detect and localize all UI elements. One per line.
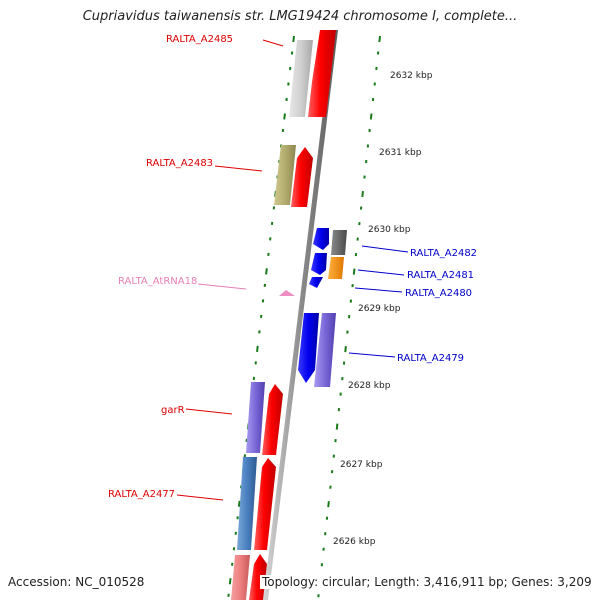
gene-feature	[328, 257, 344, 279]
accession-text: Accession: NC_010528	[8, 575, 145, 589]
tick-mark	[237, 500, 241, 507]
gene-feature	[313, 228, 329, 250]
tick-mark	[378, 35, 381, 43]
gene-feature	[254, 458, 276, 550]
gene-feature	[311, 253, 327, 275]
gene-label[interactable]: RALTA_A2483	[146, 158, 213, 169]
gene-feature	[262, 384, 283, 455]
right-gene-labels: RALTA_A2482 RALTA_A2481 RALTA_A2480 RALT…	[348, 245, 477, 364]
scale-tick-label: 2629 kbp	[358, 304, 401, 314]
gene-label[interactable]: RALTA_A2479	[397, 353, 464, 364]
gene-feature	[298, 313, 319, 383]
gene-label[interactable]: RALTA_A2480	[405, 288, 472, 299]
tick-mark	[283, 113, 286, 120]
gene-feature	[291, 147, 313, 207]
gene-feature	[309, 277, 323, 288]
gene-label[interactable]: RALTA_A2482	[410, 248, 477, 259]
tick-mark	[228, 578, 232, 585]
gene-label[interactable]: RALTA_A2485	[166, 34, 233, 45]
scale-tick-label: 2632 kbp	[390, 71, 433, 81]
gene-label[interactable]: RALTA_A2481	[407, 270, 474, 281]
tick-mark	[335, 423, 339, 430]
tick-mark	[327, 501, 330, 508]
gene-feature	[246, 382, 265, 453]
scale-tick-label: 2628 kbp	[348, 381, 391, 391]
gene-label[interactable]: RALTA_A2477	[108, 489, 175, 500]
gene-label[interactable]: garR	[161, 405, 185, 416]
left-gene-labels: RALTA_A2485 RALTA_A2483 RALTA_AtRNA18 ga…	[108, 34, 284, 501]
gene-feature	[237, 457, 257, 550]
tick-mark	[265, 268, 268, 275]
tick-mark	[292, 35, 295, 43]
scale-tick-label: 2631 kbp	[379, 148, 422, 158]
trna-feature	[279, 290, 295, 296]
gene-feature	[308, 30, 336, 117]
gene-feature	[231, 555, 250, 600]
topology-summary: Topology: circular; Length: 3,416,911 bp…	[260, 575, 594, 589]
gene-feature	[314, 313, 336, 387]
scale-tick-label: 2630 kbp	[368, 225, 411, 235]
chromosome-backbone	[263, 30, 338, 600]
scale-tick-label: 2626 kbp	[333, 537, 376, 547]
tick-mark	[256, 345, 259, 352]
gene-feature	[274, 145, 296, 205]
tick-mark	[344, 346, 347, 353]
tick-mark	[369, 113, 373, 120]
scale-tick-label: 2627 kbp	[340, 460, 383, 470]
tick-mark	[352, 268, 356, 275]
scale-labels: 2632 kbp 2631 kbp 2630 kbp 2629 kbp 2628…	[333, 71, 433, 547]
gene-feature	[331, 230, 347, 255]
trna-label[interactable]: RALTA_AtRNA18	[118, 276, 197, 287]
gene-features	[231, 30, 347, 600]
tick-mark	[361, 190, 364, 198]
map-title: Cupriavidus taiwanensis str. LMG19424 ch…	[82, 9, 518, 24]
gene-feature	[289, 40, 313, 117]
